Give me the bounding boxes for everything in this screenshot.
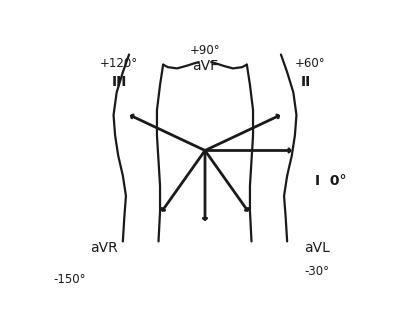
Text: +60°: +60° [295, 57, 326, 70]
Text: aVF: aVF [192, 59, 218, 73]
Text: III: III [112, 75, 127, 89]
Text: I  0°: I 0° [314, 174, 346, 188]
Text: +90°: +90° [190, 44, 220, 57]
Text: -150°: -150° [53, 273, 86, 286]
Text: +120°: +120° [100, 57, 138, 70]
Text: aVL: aVL [304, 241, 330, 255]
Text: -30°: -30° [304, 265, 329, 278]
Text: aVR: aVR [90, 241, 118, 255]
Text: II: II [301, 75, 311, 89]
